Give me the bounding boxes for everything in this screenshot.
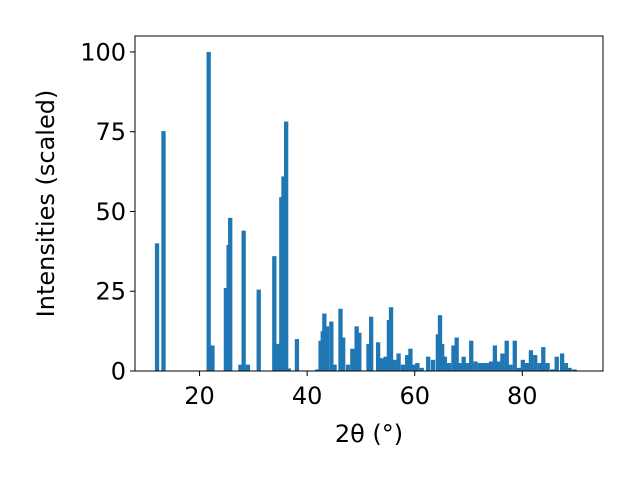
bar — [400, 364, 406, 371]
bar — [379, 358, 384, 371]
bar — [481, 363, 486, 371]
bar — [492, 345, 498, 371]
bar — [500, 353, 505, 371]
bar — [533, 355, 538, 371]
bar — [286, 368, 291, 371]
x-tick-label: 20 — [184, 382, 215, 410]
bar — [241, 230, 246, 371]
y-tick-label: 0 — [111, 358, 126, 386]
bar — [154, 243, 160, 371]
bar — [210, 345, 215, 371]
x-tick-label: 40 — [292, 382, 323, 410]
bar — [525, 363, 530, 371]
plot-frame — [134, 35, 604, 372]
bar — [411, 364, 416, 371]
bar — [324, 326, 330, 371]
bar — [388, 307, 394, 371]
bar — [408, 348, 413, 371]
bar — [485, 363, 490, 371]
x-axis-label: 2θ (°) — [335, 420, 403, 448]
bar — [322, 313, 327, 371]
bar — [461, 356, 466, 371]
x-tick-label: 60 — [399, 382, 430, 410]
bar — [559, 353, 565, 371]
bar — [318, 340, 323, 371]
bar — [447, 363, 452, 371]
bar — [238, 364, 243, 371]
bar — [437, 315, 443, 371]
bar — [329, 321, 334, 371]
bar — [554, 356, 559, 371]
x-ticks-group: 20 40 60 80 — [184, 371, 538, 410]
bar — [442, 356, 447, 371]
y-tick-label: 100 — [80, 38, 126, 66]
bar — [415, 363, 420, 371]
bar — [366, 343, 371, 371]
bar — [430, 359, 436, 371]
bars-group — [154, 51, 577, 371]
bar — [477, 363, 482, 371]
bar — [457, 363, 463, 371]
bar — [396, 353, 401, 371]
bar — [550, 369, 555, 371]
y-tick-label: 50 — [95, 198, 126, 226]
bar — [206, 51, 211, 371]
bar — [275, 343, 280, 371]
y-ticks-group: 0 25 50 75 100 — [80, 38, 135, 386]
bar — [563, 363, 569, 371]
bar — [520, 359, 525, 371]
bar — [256, 289, 261, 371]
bar — [354, 326, 359, 371]
bar — [426, 356, 431, 371]
bar — [338, 308, 343, 371]
bar — [545, 363, 550, 371]
bar — [504, 340, 509, 371]
bar — [357, 332, 362, 371]
bar — [223, 288, 229, 371]
bar — [350, 348, 355, 371]
bar — [392, 359, 397, 371]
bar — [375, 342, 381, 371]
bar — [228, 217, 233, 371]
bar — [405, 355, 410, 371]
bar — [537, 363, 542, 371]
bar — [272, 256, 277, 371]
bar — [473, 361, 478, 371]
bar — [161, 131, 166, 371]
bar — [451, 345, 456, 371]
bar — [383, 356, 388, 371]
bar — [419, 367, 424, 371]
y-tick-label: 75 — [95, 118, 126, 146]
bar — [332, 364, 337, 371]
bar — [508, 364, 513, 371]
bar — [512, 340, 517, 371]
bar — [281, 176, 286, 371]
y-axis-label: Intensities (scaled) — [32, 90, 60, 318]
bar — [440, 343, 445, 371]
bar — [294, 339, 300, 371]
bar — [496, 361, 501, 371]
bar — [345, 364, 351, 371]
bar — [572, 369, 577, 371]
bar — [369, 316, 374, 371]
bar — [567, 367, 572, 371]
bar — [454, 337, 459, 371]
bar — [516, 367, 522, 371]
bar — [284, 121, 289, 371]
bar — [488, 361, 494, 371]
bar — [245, 364, 251, 371]
bar — [315, 369, 320, 371]
bar — [541, 347, 546, 371]
y-tick-label: 25 — [95, 278, 126, 306]
bar — [341, 337, 346, 371]
bar — [469, 340, 474, 371]
bar — [435, 334, 440, 371]
x-tick-label: 80 — [507, 382, 538, 410]
bar — [528, 350, 534, 371]
bar — [465, 363, 470, 371]
